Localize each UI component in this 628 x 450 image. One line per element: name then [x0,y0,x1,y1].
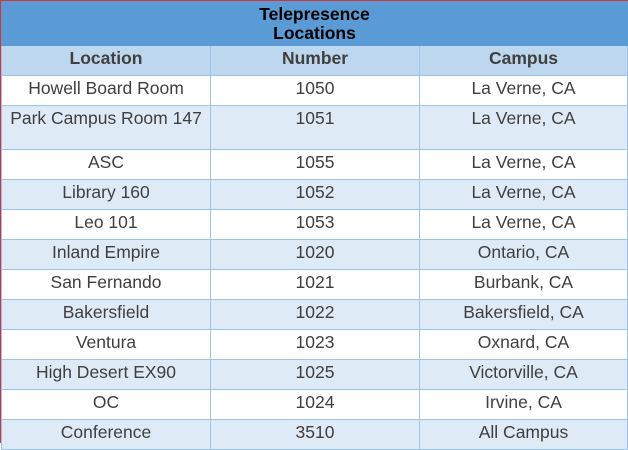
cell-number: 1021 [210,269,420,300]
table-row: Howell Board Room 1050 La Verne, CA [1,75,628,106]
cell-location: Howell Board Room [1,75,211,106]
cell-location: High Desert EX90 [1,359,211,390]
column-header-location: Location [1,45,211,76]
cell-number: 1052 [210,179,420,210]
table-header-row: Location Number Campus [1,45,628,76]
cell-campus: La Verne, CA [419,179,628,210]
cell-location: San Fernando [1,269,211,300]
cell-location: Leo 101 [1,209,211,240]
cell-campus: La Verne, CA [419,75,628,106]
column-header-number: Number [210,45,420,76]
cell-campus: Ontario, CA [419,239,628,270]
table-row: High Desert EX90 1025 Victorville, CA [1,359,628,390]
cell-number: 1020 [210,239,420,270]
cell-number: 1025 [210,359,420,390]
cell-location: Bakersfield [1,299,211,330]
cell-location: Inland Empire [1,239,211,270]
cell-location: OC [1,389,211,420]
cell-number: 1051 [210,105,420,150]
table-row: Bakersfield 1022 Bakersfield, CA [1,299,628,330]
cell-number: 1023 [210,329,420,360]
table-row: Library 160 1052 La Verne, CA [1,179,628,210]
cell-location: Park Campus Room 147 [1,105,211,150]
cell-number: 1024 [210,389,420,420]
table-row: Leo 101 1053 La Verne, CA [1,209,628,240]
cell-campus: La Verne, CA [419,149,628,180]
table-title-line-2: Locations [273,23,356,43]
table-title-row: Telepresence Locations [1,1,628,46]
table-row: Conference 3510 All Campus [1,419,628,450]
cell-campus: Bakersfield, CA [419,299,628,330]
cell-campus: Oxnard, CA [419,329,628,360]
cell-location: Library 160 [1,179,211,210]
table-row: Inland Empire 1020 Ontario, CA [1,239,628,270]
cell-location: Conference [1,419,211,450]
cell-number: 1050 [210,75,420,106]
cell-location: ASC [1,149,211,180]
cell-number: 1053 [210,209,420,240]
table-title-line-1: Telepresence [259,4,370,24]
table-row: ASC 1055 La Verne, CA [1,149,628,180]
cell-location: Ventura [1,329,211,360]
cell-campus: La Verne, CA [419,209,628,240]
table-row: Park Campus Room 147 1051 La Verne, CA [1,105,628,150]
cell-campus: Victorville, CA [419,359,628,390]
table-body: Howell Board Room 1050 La Verne, CA Park… [1,75,628,450]
table-row: San Fernando 1021 Burbank, CA [1,269,628,300]
table-title: Telepresence Locations [1,1,628,46]
cell-campus: La Verne, CA [419,105,628,150]
table-row: OC 1024 Irvine, CA [1,389,628,420]
cell-number: 3510 [210,419,420,450]
cell-number: 1022 [210,299,420,330]
cell-number: 1055 [210,149,420,180]
cell-campus: Burbank, CA [419,269,628,300]
table-row: Ventura 1023 Oxnard, CA [1,329,628,360]
cell-campus: All Campus [419,419,628,450]
cell-campus: Irvine, CA [419,389,628,420]
column-header-campus: Campus [419,45,628,76]
